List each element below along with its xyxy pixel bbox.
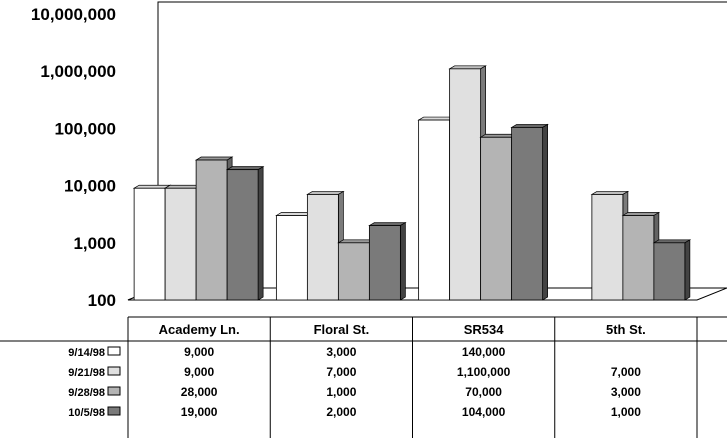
- bar-top: [194, 156, 234, 161]
- y-tick-label: 1,000: [73, 234, 116, 253]
- legend-label: 9/28/98: [68, 387, 105, 399]
- bar: [480, 136, 513, 301]
- category-label: 5th St.: [606, 322, 646, 337]
- bar: [164, 187, 197, 301]
- bar-top: [306, 191, 345, 195]
- bar: [418, 119, 451, 301]
- bar-top: [590, 191, 630, 195]
- bar-side: [542, 123, 548, 301]
- bar: [511, 127, 544, 301]
- legend-swatch: [107, 386, 121, 396]
- data-label: 140,000: [462, 345, 506, 359]
- category-label: Floral St.: [314, 322, 370, 337]
- bar-side: [684, 239, 691, 301]
- data-label: 19,000: [181, 405, 218, 419]
- legend-swatch: [107, 366, 121, 376]
- data-label: 3,000: [326, 345, 356, 359]
- bar: [337, 242, 370, 301]
- bar: [306, 194, 339, 301]
- legend-label: 10/5/98: [68, 407, 105, 419]
- bar-top: [132, 184, 172, 189]
- data-label: 7,000: [326, 365, 356, 379]
- data-label: 28,000: [181, 385, 218, 399]
- data-label: 7,000: [611, 365, 641, 379]
- bar: [449, 68, 482, 301]
- y-tick-label: 100,000: [55, 119, 116, 138]
- data-label: 1,000: [611, 405, 641, 419]
- y-tick-label: 1,000,000: [40, 62, 116, 81]
- data-label: 9,000: [184, 365, 214, 379]
- bar-top: [621, 212, 661, 216]
- legend-label: 9/14/98: [68, 347, 105, 359]
- data-label: 70,000: [465, 385, 502, 399]
- data-label: 3,000: [611, 385, 641, 399]
- bar: [195, 159, 228, 301]
- bar: [368, 225, 401, 301]
- bar: [275, 215, 308, 301]
- legend-swatch: [107, 346, 121, 356]
- bar: [622, 215, 655, 301]
- data-label: 9,000: [184, 345, 214, 359]
- bar: [653, 242, 686, 301]
- category-label: SR534: [464, 322, 505, 337]
- bar-top: [448, 65, 487, 70]
- legend-swatch: [107, 406, 121, 416]
- y-tick-label: 10,000,000: [31, 5, 116, 24]
- bar: [226, 169, 259, 301]
- y-tick-label: 10,000: [64, 177, 116, 196]
- data-label: 2,000: [326, 405, 356, 419]
- legend-label: 9/21/98: [68, 367, 105, 379]
- data-label: 1,100,000: [457, 365, 511, 379]
- bar-side: [257, 166, 264, 301]
- data-label: 1,000: [326, 385, 356, 399]
- bar-top: [510, 124, 549, 128]
- bar: [591, 194, 624, 301]
- category-label: Academy Ln.: [159, 322, 240, 337]
- bar-side: [400, 221, 406, 301]
- bar-top: [368, 222, 407, 226]
- bar-top: [652, 239, 692, 244]
- y-tick-label: 100: [88, 291, 116, 310]
- data-label: 104,000: [462, 405, 506, 419]
- bar: [133, 187, 166, 301]
- bar-top: [225, 166, 265, 171]
